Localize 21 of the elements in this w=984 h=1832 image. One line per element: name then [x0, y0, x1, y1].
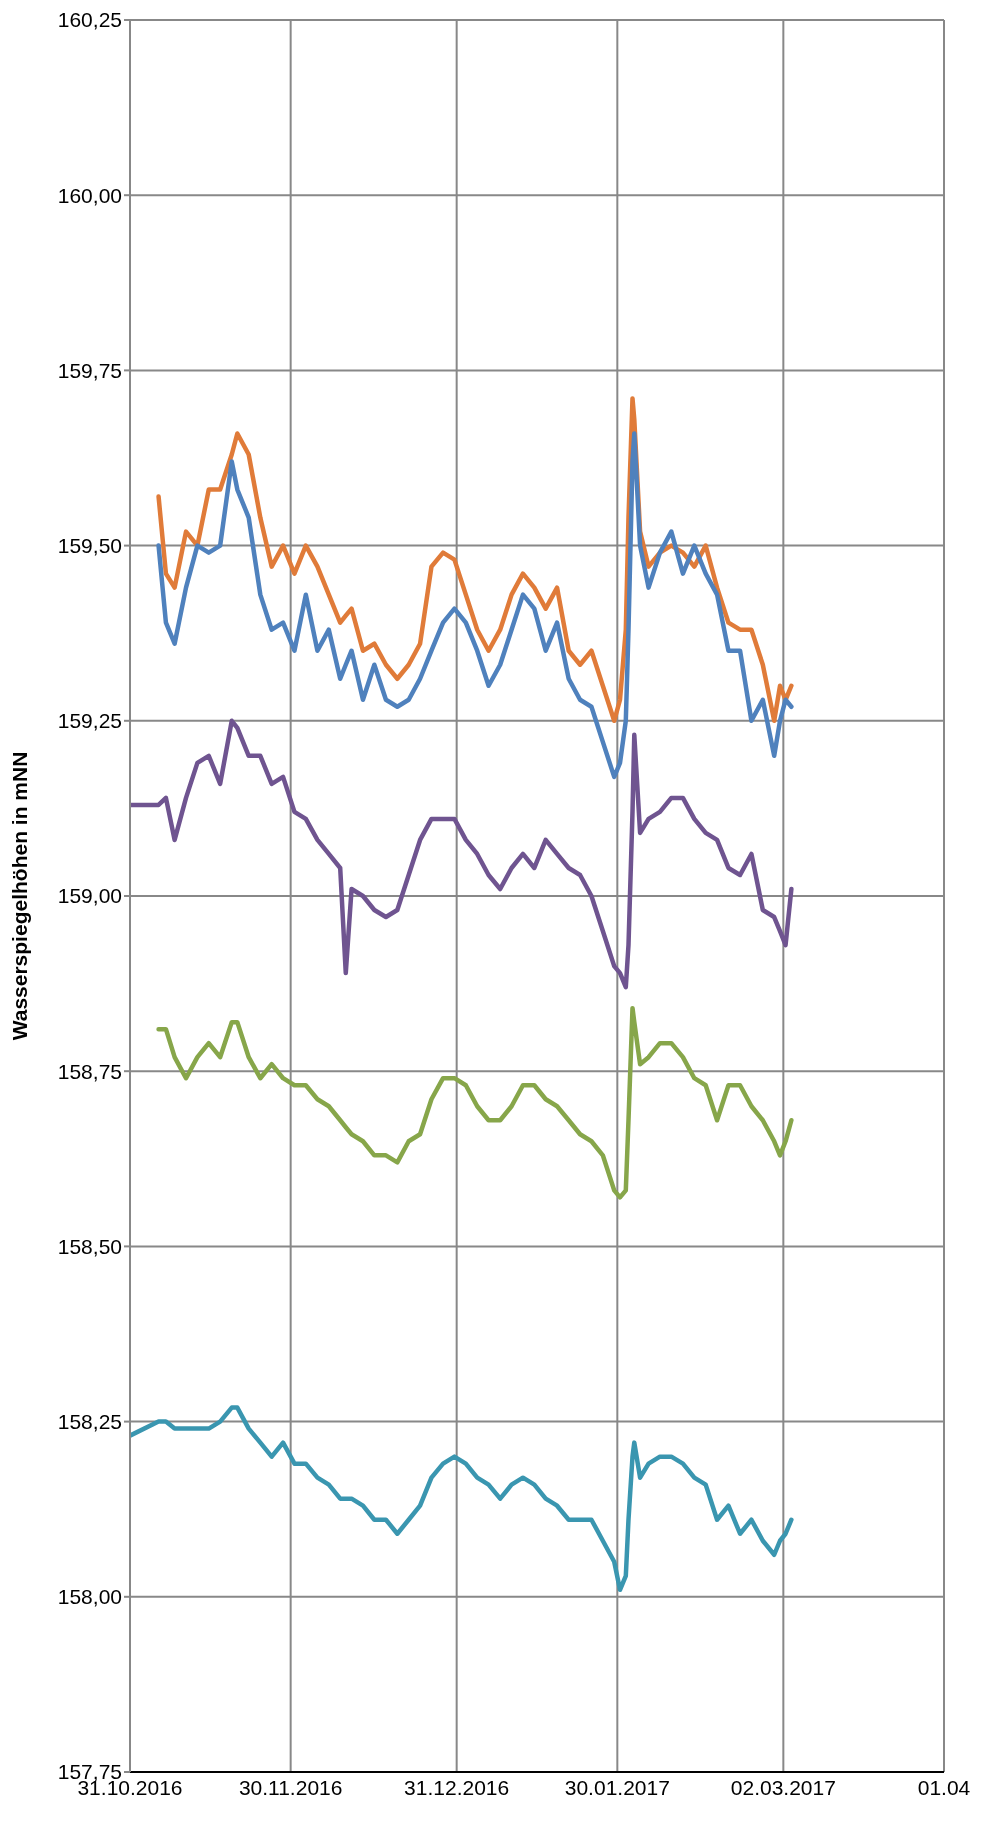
y-tick-label: 158,00 [57, 1585, 122, 1609]
line-series [156, 1005, 794, 1200]
y-axis-title: Wasserspiegelhöhen in mNN [8, 751, 32, 1041]
x-tick-label: 01.04 [917, 1775, 971, 1799]
x-tick-label: 02.03.2017 [730, 1775, 836, 1799]
y-tick-label: 160,00 [57, 183, 122, 207]
line-series [130, 1405, 794, 1593]
y-tick-label: 158,75 [57, 1059, 122, 1083]
y-tick-label: 159,75 [57, 358, 122, 382]
x-tick-label: 30.01.2017 [564, 1775, 670, 1799]
line-series [156, 431, 794, 780]
y-tick-label: 160,25 [57, 8, 122, 32]
y-tick-label: 159,25 [57, 709, 122, 733]
y-tick-label: 158,25 [57, 1410, 122, 1434]
line-series [130, 718, 794, 990]
y-tick-label: 158,50 [57, 1234, 122, 1258]
x-tick-label: 30.11.2016 [238, 1775, 343, 1799]
y-tick-label: 159,00 [57, 884, 122, 908]
y-tick-label: 159,50 [57, 534, 122, 558]
line-series [156, 396, 794, 724]
x-tick-label: 31.12.2016 [404, 1775, 510, 1799]
